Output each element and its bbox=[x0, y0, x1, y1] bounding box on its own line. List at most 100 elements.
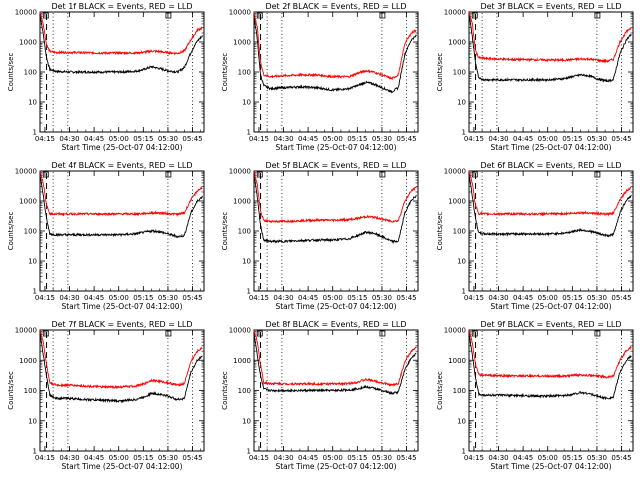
panel-7-ytick-label: 1000 bbox=[19, 357, 37, 365]
panel-4-frame bbox=[39, 170, 205, 292]
panel-8-ytick-label: 10 bbox=[242, 417, 251, 425]
panel-3-xtick-label: 04:45 bbox=[513, 135, 533, 143]
panel-5-ytick-label: 10 bbox=[242, 258, 251, 266]
panel-9-series-events bbox=[468, 333, 632, 401]
panel-1-marker-box bbox=[42, 12, 49, 19]
panel-4: Det 4f BLACK = Events, RED = LLD 1 10 100 10… bbox=[7, 161, 205, 311]
panel-6-frame bbox=[468, 170, 634, 292]
panel-3-xtick-label: 04:30 bbox=[488, 135, 508, 143]
panel-1-xtick-label: 05:45 bbox=[182, 135, 202, 143]
panel-6-marker-box bbox=[471, 171, 478, 178]
panel-7-xlabel: Start Time (25-Oct-07 04:12:00) bbox=[61, 462, 182, 471]
panel-3-title: Det 3f BLACK = Events, RED = LLD bbox=[480, 2, 621, 11]
panel-5-xtick-label: 05:30 bbox=[372, 294, 392, 302]
panel-6-ylabel: Counts/sec bbox=[436, 212, 444, 251]
panel-2-ytick-label: 10000 bbox=[229, 9, 251, 17]
panel-5-xtick-label: 04:30 bbox=[273, 294, 293, 302]
panel-3-series-lld bbox=[468, 11, 632, 64]
panel-8-ylabel: Counts/sec bbox=[221, 371, 229, 410]
panel-9-ytick-label: 100 bbox=[453, 387, 466, 395]
panel-8-series-lld bbox=[253, 330, 417, 387]
panel-7-marker-box bbox=[42, 330, 49, 337]
panel-5-frame bbox=[253, 170, 419, 292]
panel-3-xtick-label: 05:00 bbox=[538, 135, 558, 143]
panel-1-series-events bbox=[39, 13, 203, 75]
panel-4-xtick-label: 04:45 bbox=[84, 294, 104, 302]
panel-3-xtick-label: 05:15 bbox=[562, 135, 582, 143]
panel-7-ytick-label: 1 bbox=[33, 448, 37, 456]
panel-8-ytick-label: 100 bbox=[238, 387, 251, 395]
panel-1-ytick-label: 10000 bbox=[15, 9, 37, 17]
panel-2-xtick-label: 04:30 bbox=[273, 135, 293, 143]
panel-5-xlabel: Start Time (25-Oct-07 04:12:00) bbox=[275, 302, 396, 311]
panel-2-ylabel: Counts/sec bbox=[221, 53, 229, 92]
panel-2-marker-box bbox=[379, 12, 386, 19]
panel-4-marker-box bbox=[42, 171, 49, 178]
panel-8-marker-box bbox=[256, 330, 263, 337]
panel-5-xtick-label: 05:00 bbox=[323, 294, 343, 302]
panel-7-series-lld bbox=[39, 330, 203, 390]
panel-8-xtick-label: 04:45 bbox=[298, 454, 318, 462]
panel-6-ytick-label: 10000 bbox=[444, 168, 466, 176]
panel-2-xtick-label: 05:30 bbox=[372, 135, 392, 143]
panel-1-xtick-label: 05:00 bbox=[109, 135, 129, 143]
panel-5-ytick-label: 10000 bbox=[229, 168, 251, 176]
panel-7-series-events bbox=[39, 332, 203, 404]
panel-4-marker-box bbox=[165, 171, 172, 178]
panel-5-xtick-label: 04:45 bbox=[298, 294, 318, 302]
panel-9-marker-box bbox=[471, 330, 478, 337]
panel-3-ytick-label: 10000 bbox=[444, 9, 466, 17]
panel-8-xtick-label: 05:15 bbox=[347, 454, 367, 462]
panel-9-frame bbox=[468, 329, 634, 452]
panel-5-xtick-label: 05:45 bbox=[396, 294, 416, 302]
panel-7-ylabel: Counts/sec bbox=[7, 371, 15, 410]
panel-1-ylabel: Counts/sec bbox=[7, 53, 15, 92]
panel-4-ytick-label: 10 bbox=[28, 258, 37, 266]
panel-3-xtick-label: 05:45 bbox=[611, 135, 631, 143]
panel-5: Det 5f BLACK = Events, RED = LLD 1 10 100 10… bbox=[221, 161, 419, 311]
panel-4-xlabel: Start Time (25-Oct-07 04:12:00) bbox=[61, 302, 182, 311]
panel-3-ytick-label: 10 bbox=[457, 99, 466, 107]
panel-7: Det 7f BLACK = Events, RED = LLD 1 10 100 10… bbox=[7, 320, 205, 471]
panel-7-marker-box bbox=[165, 330, 172, 337]
panel-8-xlabel: Start Time (25-Oct-07 04:12:00) bbox=[275, 462, 396, 471]
panel-4-ytick-label: 10000 bbox=[15, 168, 37, 176]
panel-3-frame bbox=[468, 11, 634, 133]
panel-9-xtick-label: 04:15 bbox=[464, 454, 484, 462]
panel-1-marker-box bbox=[165, 12, 172, 19]
panel-2-ytick-label: 1 bbox=[247, 129, 251, 137]
panel-9-ytick-label: 10000 bbox=[444, 327, 466, 335]
panel-5-ylabel: Counts/sec bbox=[221, 212, 229, 251]
panel-6-ytick-label: 1000 bbox=[448, 198, 466, 206]
panel-4-ytick-label: 100 bbox=[24, 228, 37, 236]
panel-2-ytick-label: 1000 bbox=[233, 39, 251, 47]
panel-4-ytick-label: 1 bbox=[33, 288, 37, 296]
panel-3: Det 3f BLACK = Events, RED = LLD 1 10 100 10… bbox=[436, 2, 634, 152]
panel-8-xtick-label: 04:30 bbox=[273, 454, 293, 462]
panel-7-xtick-label: 05:15 bbox=[133, 454, 153, 462]
panel-8-ytick-label: 1000 bbox=[233, 357, 251, 365]
panel-1-xlabel: Start Time (25-Oct-07 04:12:00) bbox=[61, 143, 182, 152]
panel-6: Det 6f BLACK = Events, RED = LLD 1 10 100 10… bbox=[436, 161, 634, 311]
panel-7-xtick-label: 05:30 bbox=[158, 454, 178, 462]
panel-8-ytick-label: 1 bbox=[247, 448, 251, 456]
panel-6-ytick-label: 100 bbox=[453, 228, 466, 236]
panel-8-series-events bbox=[253, 332, 417, 396]
panel-6-xtick-label: 05:00 bbox=[538, 294, 558, 302]
panel-4-xtick-label: 05:15 bbox=[133, 294, 153, 302]
panel-4-ytick-label: 1000 bbox=[19, 198, 37, 206]
panel-5-marker-box bbox=[379, 171, 386, 178]
panel-3-marker-box bbox=[594, 12, 601, 19]
panel-7-ytick-label: 10000 bbox=[15, 327, 37, 335]
panel-8-xtick-label: 04:15 bbox=[249, 454, 269, 462]
panel-1-ytick-label: 1000 bbox=[19, 39, 37, 47]
panel-5-ytick-label: 1 bbox=[247, 288, 251, 296]
panel-1-series-lld bbox=[39, 11, 203, 56]
panel-7-title: Det 7f BLACK = Events, RED = LLD bbox=[51, 320, 192, 329]
panel-6-ytick-label: 10 bbox=[457, 258, 466, 266]
panel-1-xtick-label: 05:30 bbox=[158, 135, 178, 143]
panel-5-xtick-label: 04:15 bbox=[249, 294, 269, 302]
panel-3-series-events bbox=[468, 14, 632, 83]
panel-8-title: Det 8f BLACK = Events, RED = LLD bbox=[265, 320, 406, 329]
panel-9-xtick-label: 05:15 bbox=[562, 454, 582, 462]
